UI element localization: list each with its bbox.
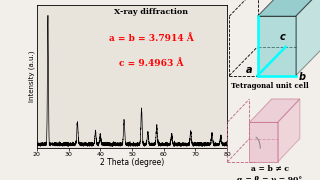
- Text: b: b: [298, 72, 305, 82]
- Polygon shape: [258, 16, 296, 76]
- Text: a = b = 3.7914 Å: a = b = 3.7914 Å: [109, 34, 193, 43]
- Text: c: c: [279, 32, 285, 42]
- Polygon shape: [296, 0, 320, 76]
- Text: a: a: [246, 65, 253, 75]
- Polygon shape: [250, 99, 300, 122]
- Y-axis label: Intensity (a.u.): Intensity (a.u.): [29, 51, 36, 102]
- Text: α = β = γ = 90°: α = β = γ = 90°: [237, 176, 302, 180]
- Polygon shape: [278, 99, 300, 162]
- Text: Tetragonal unit cell: Tetragonal unit cell: [231, 82, 308, 90]
- Polygon shape: [250, 122, 278, 162]
- Text: c = 9.4963 Å: c = 9.4963 Å: [119, 59, 183, 68]
- Text: a = b ≠ c: a = b ≠ c: [251, 165, 289, 173]
- X-axis label: 2 Theta (degree): 2 Theta (degree): [100, 158, 164, 167]
- Text: X-ray diffraction: X-ray diffraction: [114, 8, 188, 16]
- Polygon shape: [258, 0, 320, 16]
